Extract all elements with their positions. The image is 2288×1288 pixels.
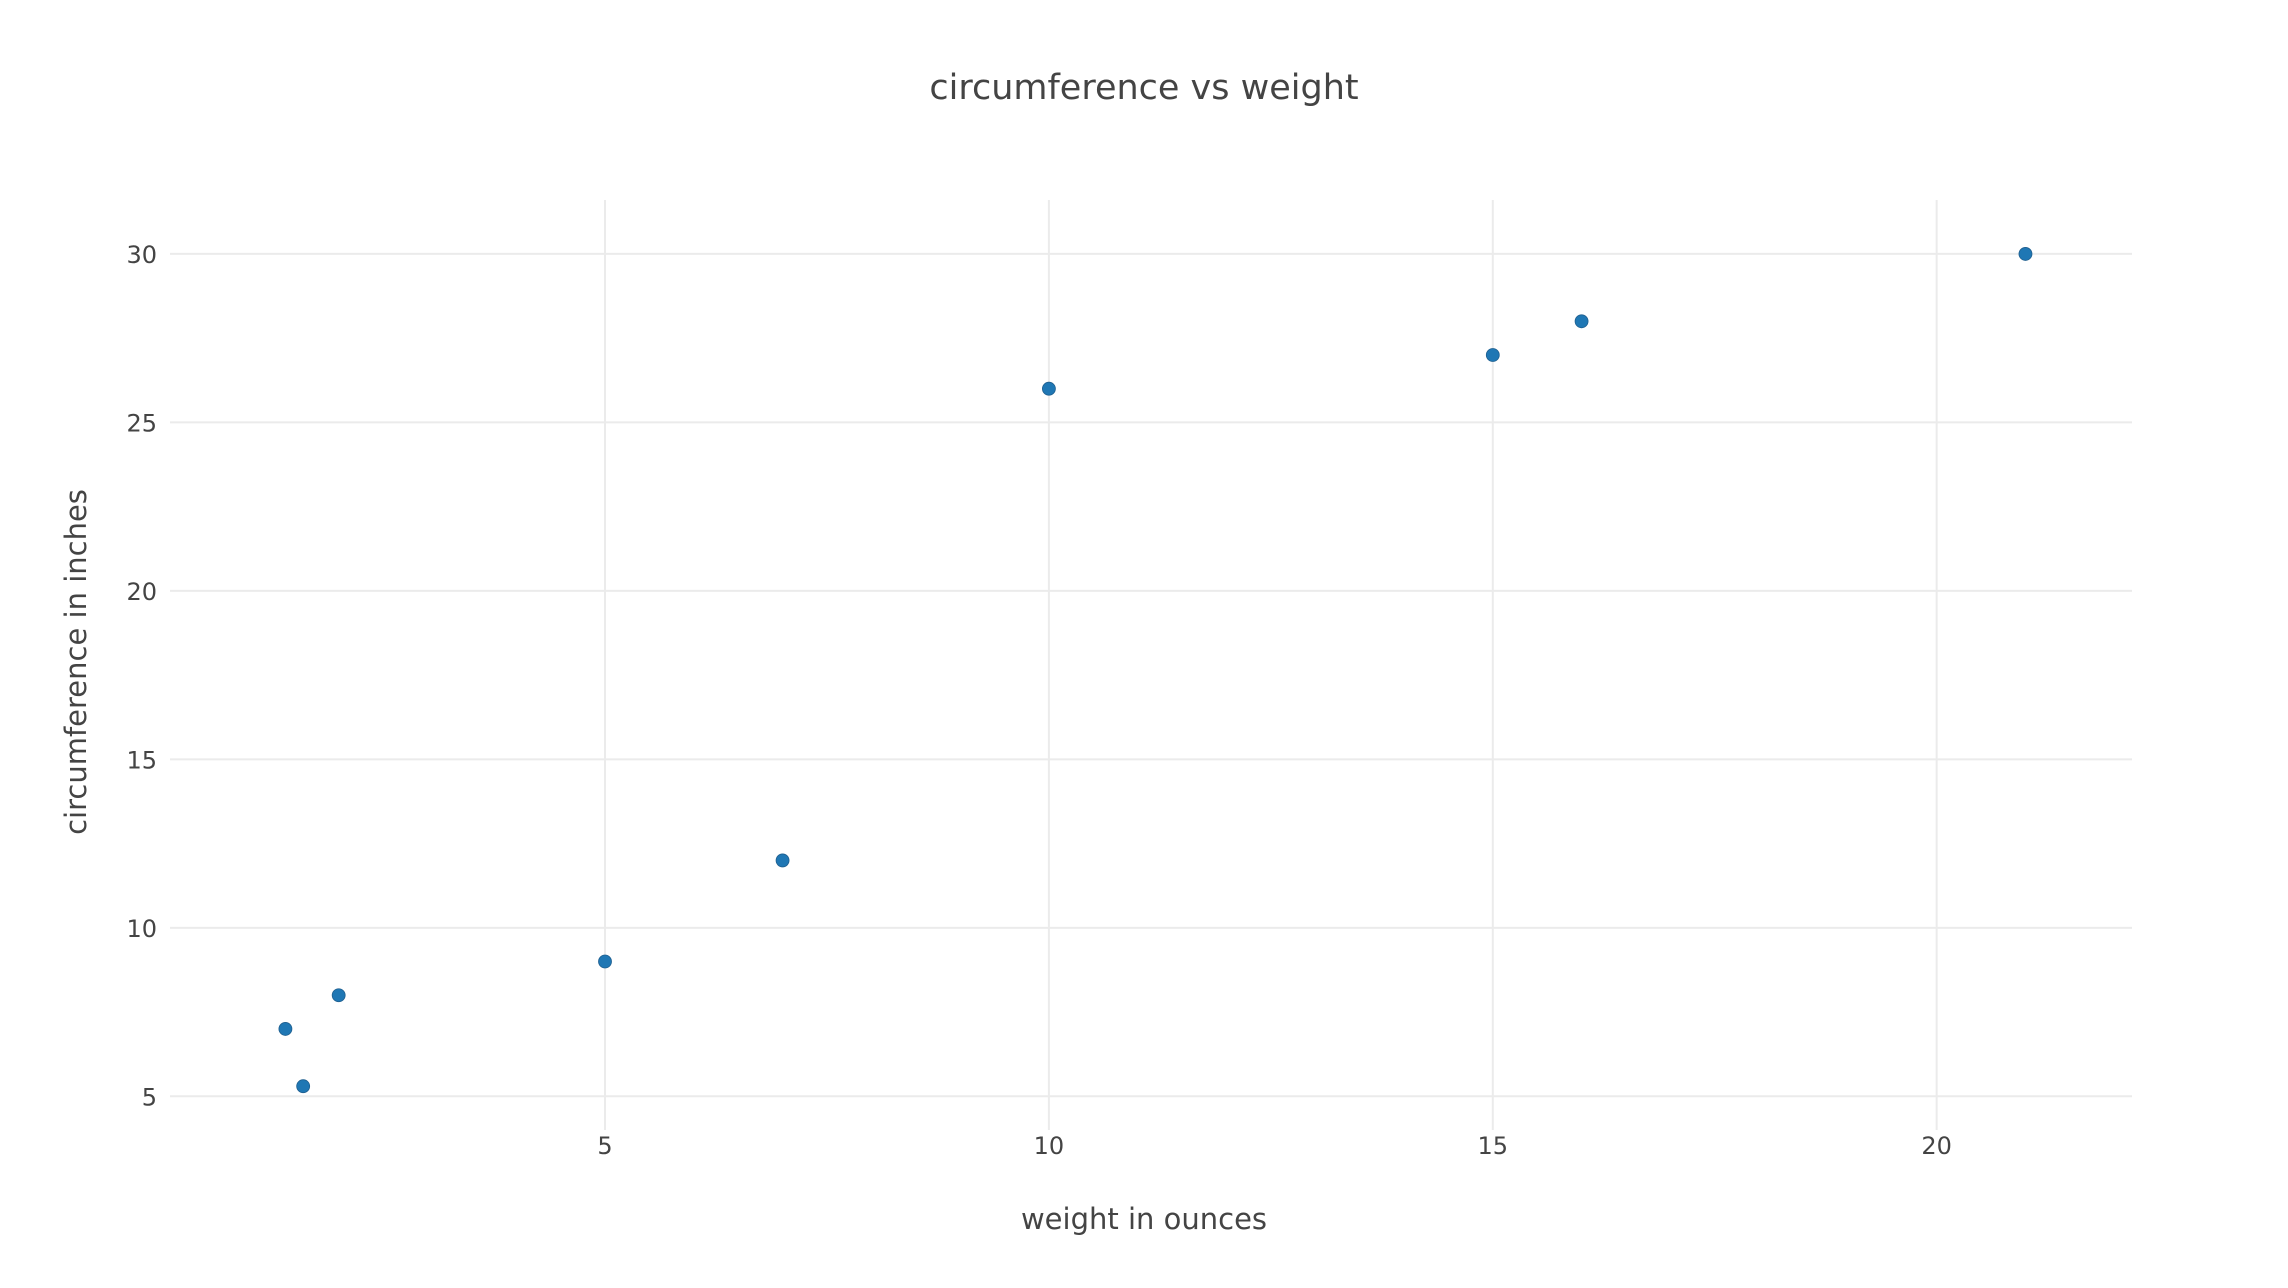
data-point-layer: [278, 247, 2033, 1094]
y-tick-label: 25: [126, 409, 157, 437]
x-tick-label: 15: [1478, 1132, 1509, 1160]
data-point[interactable]: [2018, 247, 2033, 261]
data-point[interactable]: [1574, 314, 1589, 329]
data-point[interactable]: [296, 1079, 311, 1094]
y-tick-label: 20: [126, 578, 157, 606]
x-tick-label: 10: [1034, 1132, 1065, 1160]
x-axis-title: weight in ounces: [1021, 1202, 1267, 1236]
y-tick-label: 30: [126, 241, 157, 269]
tick-label-layer: 5 10 15 20 5 10 15 20 25 30: [126, 241, 1952, 1160]
data-point[interactable]: [278, 1022, 293, 1036]
y-tick-label: 10: [126, 915, 157, 943]
data-point[interactable]: [331, 988, 346, 1003]
data-point[interactable]: [775, 853, 790, 868]
y-tick-label: 15: [126, 746, 157, 774]
chart-title: circumference vs weight: [929, 68, 1358, 108]
x-tick-label: 5: [597, 1132, 612, 1160]
x-tick-label: 20: [1921, 1132, 1952, 1160]
data-point[interactable]: [598, 954, 612, 969]
data-point[interactable]: [1485, 348, 1500, 362]
y-tick-label: 5: [142, 1083, 157, 1111]
y-axis-title: circumference in inches: [59, 489, 93, 835]
data-point[interactable]: [1042, 381, 1056, 396]
